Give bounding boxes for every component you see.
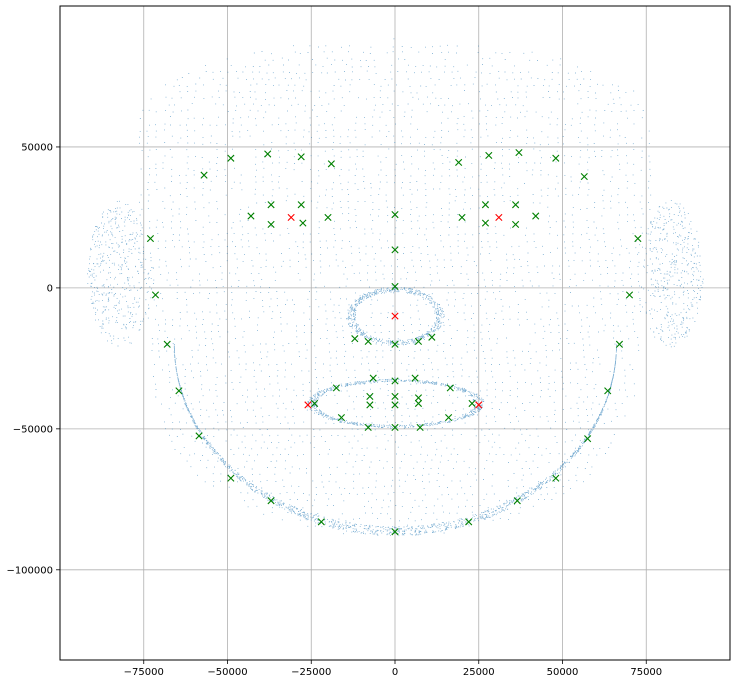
landmark-marker-green	[512, 201, 520, 209]
landmark-marker-green	[391, 340, 399, 348]
landmark-marker-green	[391, 282, 399, 291]
landmark-marker-green	[416, 423, 424, 432]
face-point-cloud	[87, 38, 704, 537]
landmark-marker-red	[304, 401, 312, 409]
landmark-marker-green	[411, 374, 419, 382]
x-tick-label: −25000	[291, 667, 331, 678]
landmark-marker-green	[391, 528, 399, 536]
landmark-marker-green	[532, 212, 540, 220]
landmark-marker-green	[481, 201, 490, 209]
landmark-marker-green	[227, 154, 235, 162]
landmark-marker-green	[299, 219, 307, 227]
x-tick-label: −50000	[207, 667, 247, 678]
landmark-marker-green	[327, 160, 335, 168]
landmark-marker-red	[287, 213, 295, 222]
landmark-marker-green	[481, 219, 490, 227]
landmark-marker-green	[366, 401, 374, 409]
landmark-marker-green	[580, 172, 588, 181]
landmark-marker-green	[297, 201, 305, 209]
landmark-marker-green	[267, 201, 275, 209]
landmark-marker-green	[264, 150, 272, 158]
landmark-marker-green	[414, 399, 423, 408]
x-tick-label: 75000	[630, 667, 662, 678]
landmark-marker-green	[366, 392, 374, 401]
landmark-marker-red	[495, 213, 503, 222]
landmark-marker-green	[552, 474, 560, 482]
landmark-marker-green	[445, 413, 453, 422]
landmark-marker-green	[175, 387, 183, 395]
landmark-marker-green	[247, 212, 255, 220]
landmark-marker-green	[625, 291, 634, 299]
tick-labels: −75000 −50000 −25000 0 25000 50000 75000 50000 0…	[6, 142, 662, 678]
landmark-marker-green	[414, 337, 423, 346]
landmark-marker-green	[615, 340, 624, 348]
landmark-marker-green	[364, 423, 372, 432]
landmark-marker-green	[512, 220, 520, 229]
landmark-marker-green	[351, 335, 359, 343]
point-cloud-dots	[87, 38, 704, 537]
x-tick-label: 0	[392, 667, 398, 678]
landmark-marker-green	[337, 413, 345, 422]
tick-marks	[56, 146, 647, 664]
landmark-marker-green	[200, 171, 208, 179]
landmark-marker-green	[552, 154, 560, 162]
landmark-marker-green	[227, 474, 235, 482]
landmark-marker-green	[311, 399, 319, 408]
x-tick-label: 50000	[547, 667, 579, 678]
landmark-marker-green	[468, 399, 476, 408]
landmark-marker-green	[465, 518, 473, 526]
landmark-marker-green	[391, 377, 399, 385]
landmark-marker-green	[317, 518, 325, 526]
landmark-marker-green	[446, 384, 454, 392]
x-tick-label: 25000	[463, 667, 495, 678]
landmark-marker-green	[369, 374, 377, 382]
landmark-marker-green	[414, 394, 423, 402]
landmark-marker-red	[391, 312, 399, 320]
landmark-marker-green	[391, 392, 399, 401]
x-tick-label: −75000	[124, 667, 164, 678]
landmark-marker-green	[364, 337, 372, 346]
landmark-marker-green	[163, 340, 171, 348]
y-tick-label: −50000	[13, 424, 53, 435]
landmark-marker-green	[391, 423, 399, 432]
grid	[60, 6, 730, 660]
landmark-marker-green	[513, 497, 521, 505]
landmark-markers	[146, 148, 642, 536]
landmark-marker-green	[455, 158, 463, 167]
landmark-marker-green	[195, 432, 203, 440]
landmark-marker-red	[475, 401, 483, 409]
landmark-marker-green	[146, 234, 155, 243]
landmark-marker-green	[391, 246, 399, 254]
landmark-marker-green	[515, 148, 523, 157]
landmark-marker-green	[391, 401, 399, 409]
landmark-marker-green	[391, 211, 399, 219]
landmark-marker-green	[332, 384, 340, 392]
y-tick-label: 0	[47, 283, 53, 294]
landmark-marker-green	[634, 234, 642, 243]
landmark-marker-green	[267, 220, 275, 229]
landmark-marker-green	[584, 435, 592, 443]
landmark-marker-green	[428, 333, 436, 341]
landmark-marker-green	[267, 497, 275, 505]
landmark-marker-green	[324, 213, 332, 222]
landmark-marker-green	[485, 151, 493, 159]
landmark-marker-green	[151, 291, 160, 299]
landmark-marker-green	[604, 387, 612, 395]
landmark-marker-green	[297, 153, 305, 161]
y-tick-label: 50000	[21, 142, 53, 153]
landmark-marker-green	[458, 213, 466, 222]
y-tick-label: −100000	[6, 565, 53, 576]
